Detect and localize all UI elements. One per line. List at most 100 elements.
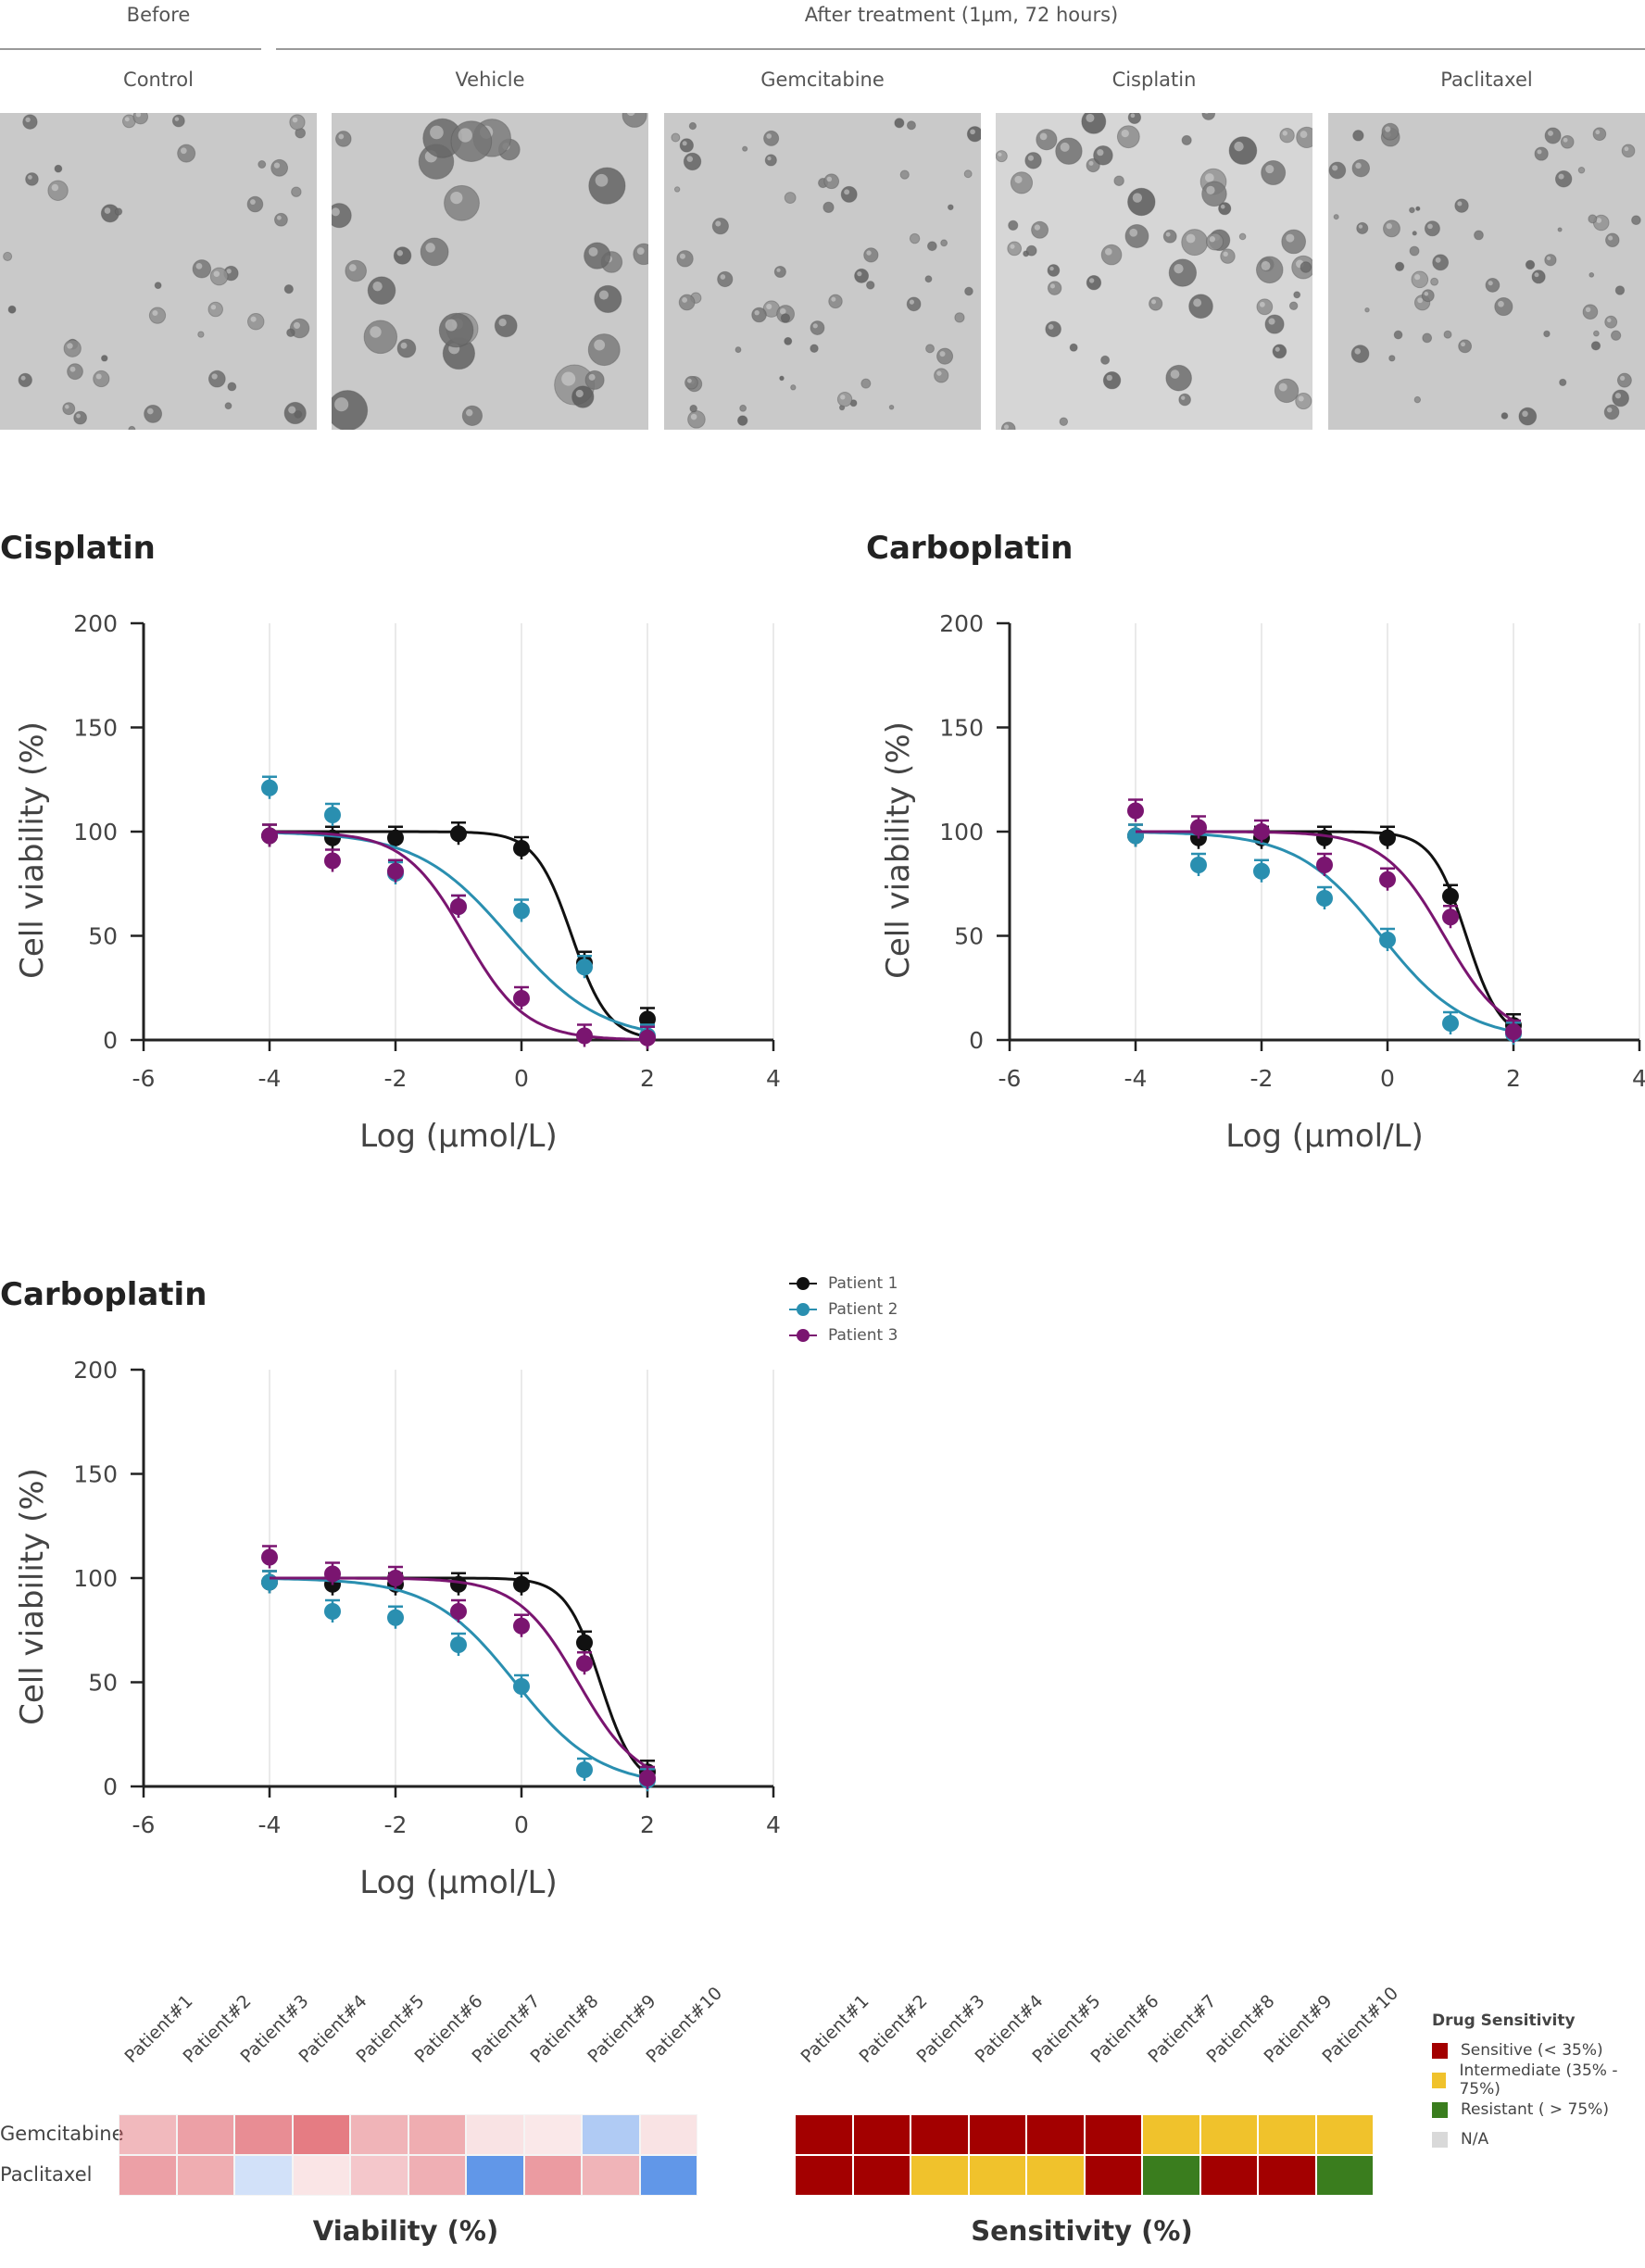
cell-blob — [1590, 341, 1601, 351]
x-tick-label: 0 — [514, 1811, 529, 1838]
cell-blob — [54, 164, 63, 173]
cell-blob — [1409, 245, 1420, 257]
cell-blob — [1293, 291, 1301, 299]
cell-highlight — [152, 309, 158, 317]
cell-blob — [246, 313, 265, 331]
data-point — [261, 827, 278, 845]
heatmap-cell — [1026, 2155, 1085, 2196]
cell-blob — [1544, 127, 1562, 144]
cell-blob — [345, 259, 367, 282]
cell-blob — [334, 131, 352, 147]
cell-highlight — [1181, 395, 1186, 400]
x-tick-label: -4 — [258, 1811, 282, 1838]
cell-highlight — [1014, 175, 1023, 183]
legend-item-patient-1: Patient 1 — [789, 1271, 898, 1297]
cell-blob — [1350, 345, 1370, 363]
cell-blob — [836, 391, 853, 407]
micrograph-control — [0, 113, 317, 430]
data-point — [1316, 829, 1333, 846]
cell-highlight — [1624, 146, 1629, 152]
cell-highlight — [146, 407, 154, 415]
cell-blob — [1274, 378, 1300, 404]
cell-highlight — [104, 207, 111, 214]
y-tick-label: 150 — [73, 715, 118, 742]
data-point — [639, 1029, 656, 1046]
cell-blob — [671, 132, 681, 143]
cell-highlight — [76, 413, 81, 419]
cell-blob — [62, 402, 76, 416]
cell-blob — [587, 333, 621, 367]
cell-blob — [773, 265, 786, 279]
cell-highlight — [1558, 173, 1564, 180]
cell-blob — [687, 410, 706, 429]
heatmap-cell — [795, 2155, 853, 2196]
cell-highlight — [1358, 224, 1363, 229]
cell-blob — [1201, 113, 1216, 120]
cell-blob — [396, 338, 417, 358]
cell-blob — [1181, 229, 1209, 257]
cell-blob — [947, 204, 954, 211]
cell-highlight — [1595, 130, 1601, 135]
cell-blob — [1045, 320, 1061, 338]
heatmap-cell — [968, 2155, 1026, 2196]
cell-highlight — [1607, 318, 1612, 323]
cell-highlight — [273, 162, 281, 169]
cell-highlight — [1259, 301, 1265, 307]
cell-blob — [1069, 343, 1078, 352]
cell-blob — [763, 130, 780, 146]
cell-highlight — [1355, 162, 1362, 169]
cell-blob — [207, 370, 226, 388]
x-tick-label: -4 — [258, 1065, 282, 1092]
cell-blob — [822, 201, 835, 214]
cell-highlight — [1427, 223, 1433, 230]
heatmap-cell — [968, 2114, 1026, 2155]
cell-highlight — [1332, 165, 1338, 171]
cell-blob — [1531, 269, 1546, 284]
heatmap-cell — [1142, 2114, 1200, 2155]
cell-highlight — [939, 351, 946, 357]
cell-blob — [854, 268, 870, 283]
cell-blob — [1577, 166, 1586, 174]
cell-highlight — [766, 303, 772, 310]
key-label: N/A — [1461, 2130, 1489, 2149]
cell-blob — [73, 410, 87, 425]
data-point — [639, 1010, 656, 1028]
dose-response-chart-carboplatin-2: -6 -4 -2 0 2 4 0 50 100 150 200 Log (μmol/L) Cell vi… — [14, 1357, 781, 1901]
cell-blob — [739, 404, 747, 412]
chart-legend: Patient 1 Patient 2 Patient 3 — [789, 1271, 898, 1348]
cell-blob — [1188, 294, 1213, 320]
heatmap-cell — [1258, 2155, 1316, 2196]
cell-blob — [678, 294, 696, 311]
cell-blob — [1261, 160, 1287, 186]
cell-blob — [227, 382, 237, 392]
cell-blob — [289, 114, 306, 131]
data-point — [387, 1570, 404, 1586]
cell-highlight — [1186, 233, 1196, 244]
cell-blob — [1025, 244, 1037, 257]
cell-blob — [571, 385, 595, 408]
x-tick-label: -2 — [384, 1811, 408, 1838]
cell-highlight — [400, 342, 408, 349]
cell-highlight — [1261, 261, 1271, 271]
heatmap-cell — [852, 2155, 910, 2196]
data-point — [639, 1770, 656, 1786]
cell-highlight — [293, 321, 301, 329]
cell-highlight — [1048, 323, 1054, 330]
y-tick-label: 50 — [88, 1670, 118, 1697]
heatmap-cell — [408, 2114, 466, 2155]
cell-highlight — [1488, 281, 1493, 286]
heatmap-cell — [1315, 2155, 1374, 2196]
data-point — [324, 852, 341, 870]
cell-highlight — [288, 406, 296, 414]
heatmap-column-label: Patient#10 — [1317, 1983, 1402, 2067]
cell-highlight — [1121, 129, 1129, 138]
cell-highlight — [1088, 160, 1094, 166]
cell-blob — [7, 305, 17, 314]
cell-highlight — [1298, 395, 1304, 402]
cell-blob — [1554, 170, 1573, 188]
cell-highlight — [1268, 318, 1275, 325]
cell-blob — [257, 160, 267, 169]
cell-blob — [1102, 370, 1122, 390]
data-point — [387, 829, 404, 846]
cell-blob — [1474, 230, 1484, 241]
